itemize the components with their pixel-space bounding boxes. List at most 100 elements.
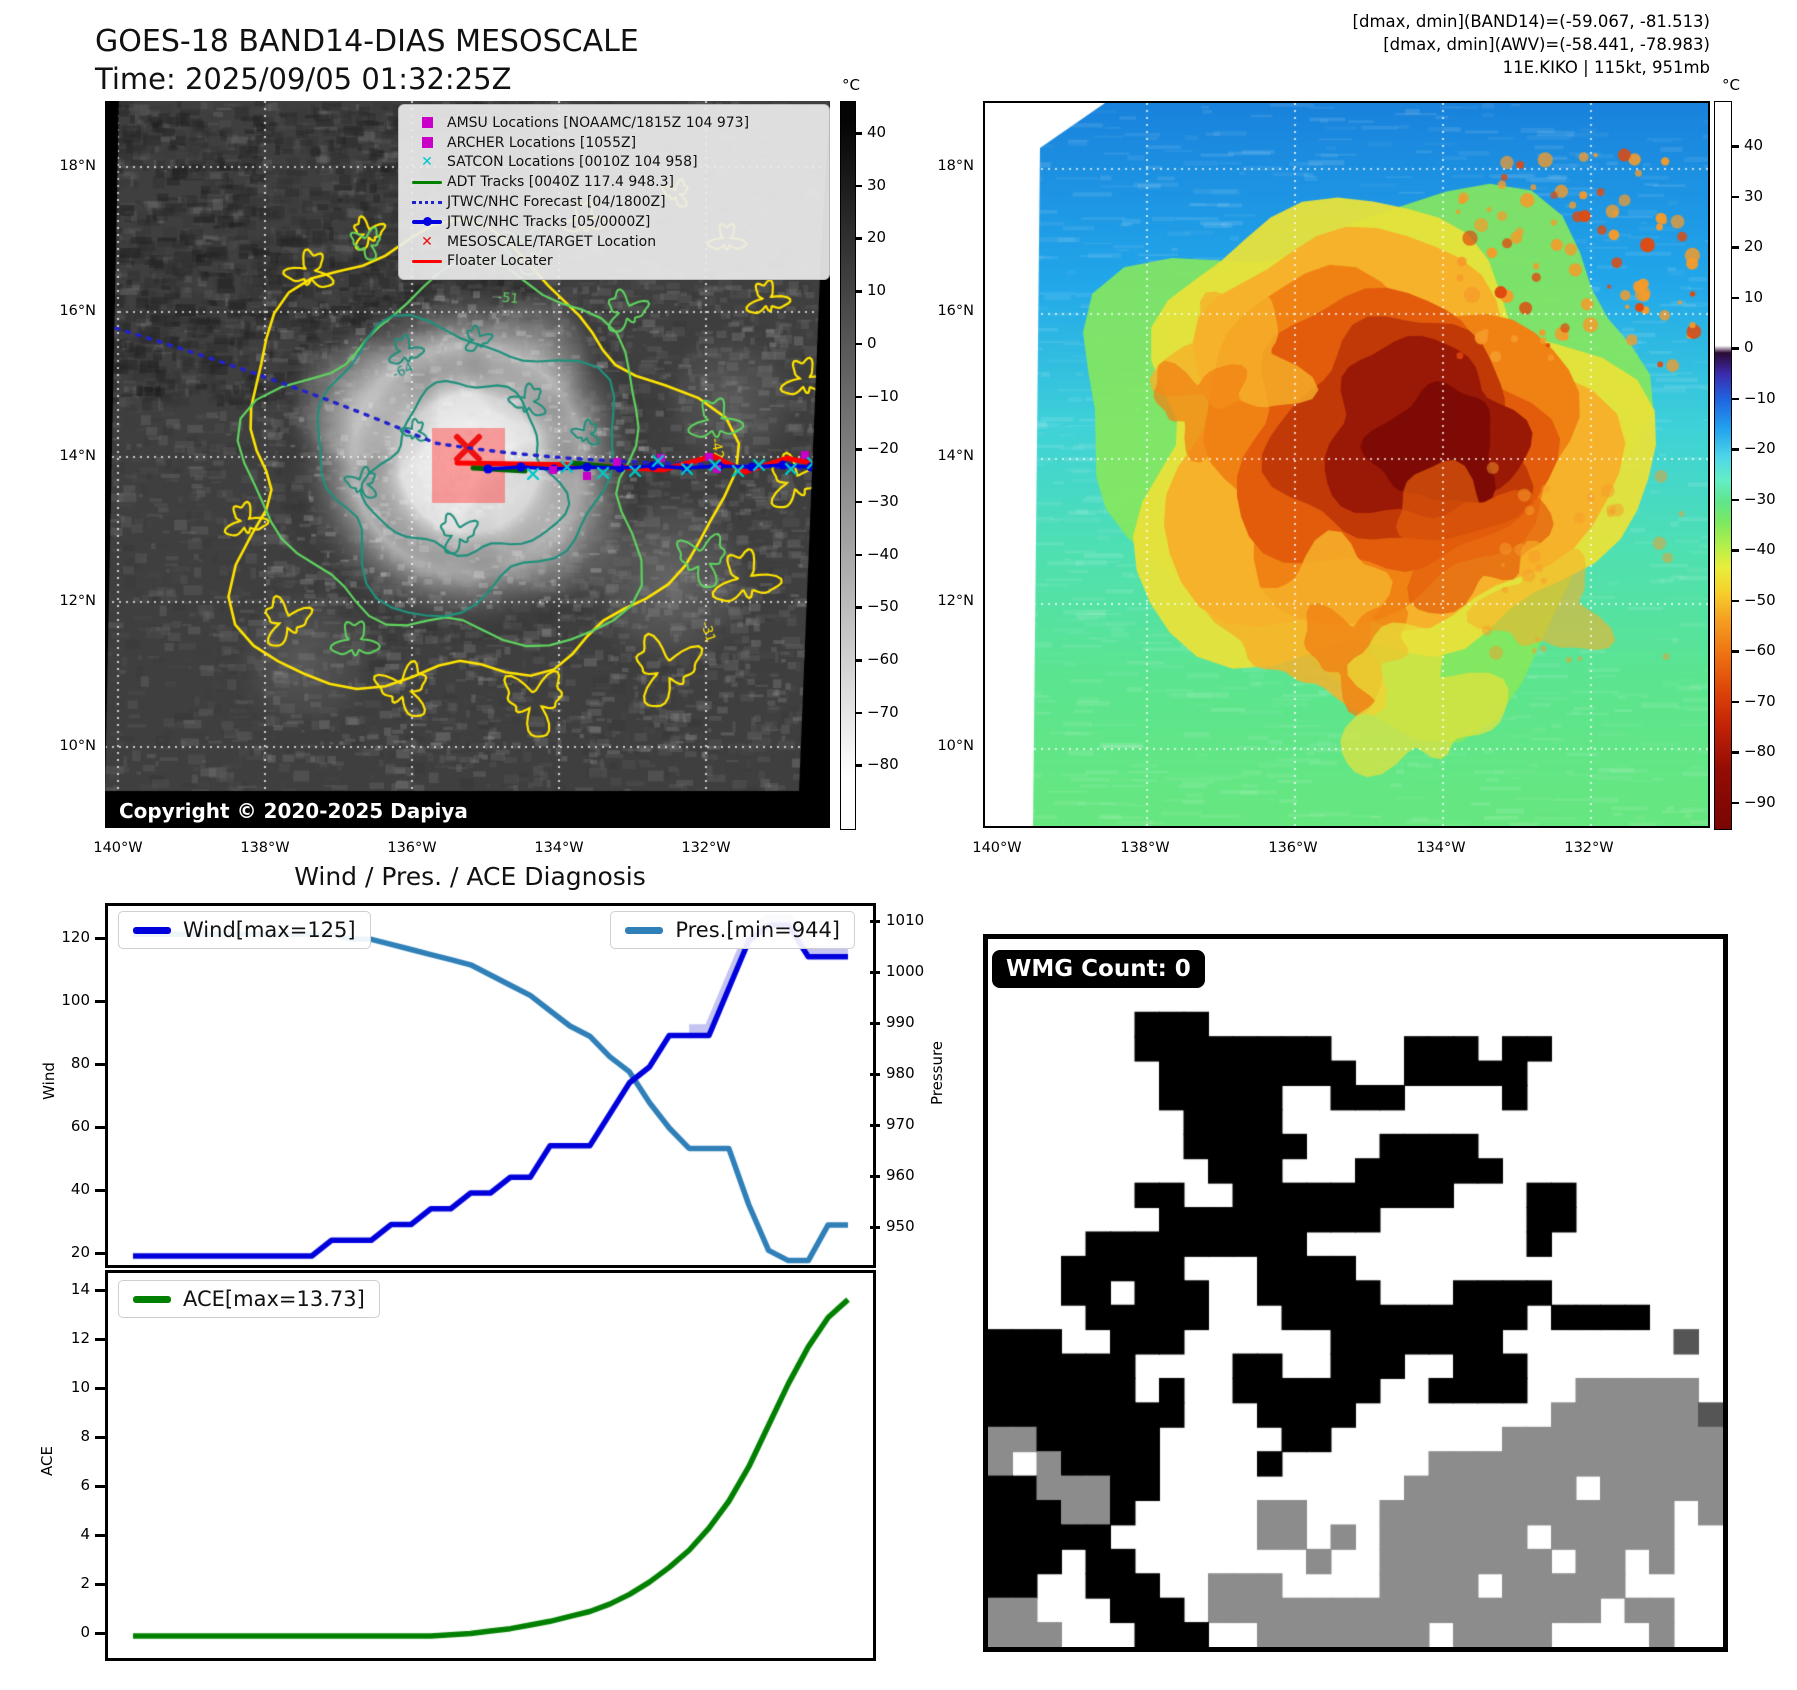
legend-row: AMSU Locations [NOAAMC/1815Z 104 973]	[407, 113, 823, 133]
pressure-tickmark	[870, 919, 880, 923]
pressure-ticklabel: 980	[886, 1064, 915, 1082]
awv-colorbar-tickmark	[1732, 296, 1739, 299]
ace-tickmark	[95, 1533, 105, 1537]
legend-label: MESOSCALE/TARGET Location	[447, 233, 657, 250]
pressure-tickmark	[870, 1225, 880, 1229]
wmg-count-badge: WMG Count: 0	[992, 950, 1205, 988]
band14-colorbar-ticklabel: 0	[867, 333, 877, 352]
legend-label: AMSU Locations [NOAAMC/1815Z 104 973]	[447, 114, 750, 131]
square-marker-icon	[407, 117, 447, 129]
colorbar-unit-left: °C	[842, 76, 860, 94]
awv-colorbar-tickmark	[1732, 195, 1739, 198]
wind-tickmark	[95, 1062, 105, 1066]
legend-row: ✕ MESOSCALE/TARGET Location	[407, 232, 823, 252]
awv-colorbar-tickmark	[1732, 246, 1739, 249]
awv-colorbar-ticklabel: −10	[1744, 388, 1776, 407]
awv-colorbar-tickmark	[1732, 650, 1739, 653]
awv-colorbar-ticklabel: −90	[1744, 792, 1776, 811]
dotted-marker-icon	[407, 200, 447, 204]
band14-colorbar-ticklabel: −20	[867, 439, 899, 458]
band14-colorbar	[840, 101, 856, 830]
ace-ticklabel: 10	[70, 1378, 90, 1396]
ace-legend-label: ACE[max=13.73]	[183, 1287, 365, 1311]
band14-title: GOES-18 BAND14-DIAS MESOSCALE	[95, 24, 639, 59]
wind-tickmark	[95, 936, 105, 940]
wind-ticklabel: 20	[70, 1243, 90, 1261]
wmg-panel	[983, 934, 1728, 1652]
ace-tickmark	[95, 1435, 105, 1439]
band14-lon-tick: 136°W	[387, 840, 437, 856]
wind-legend: Wind[max=125]	[118, 911, 371, 949]
band14-colorbar-tickmark	[855, 553, 862, 557]
pressure-legend-label: Pres.[min=944]	[675, 918, 840, 942]
map-legend: AMSU Locations [NOAAMC/1815Z 104 973] ARC…	[398, 104, 830, 281]
band14-colorbar-tickmark	[855, 237, 862, 240]
ace-ticklabel: 12	[70, 1329, 90, 1347]
awv-colorbar-tickmark	[1732, 397, 1739, 400]
line-marker-icon	[407, 259, 447, 264]
awv-lat-tick: 18°N	[937, 158, 974, 174]
awv-lat-tick: 12°N	[937, 593, 974, 609]
band14-colorbar-tickmark	[855, 395, 862, 398]
awv-colorbar-ticklabel: 30	[1744, 186, 1764, 205]
awv-colorbar-tickmark	[1732, 448, 1739, 451]
band14-colorbar-tickmark	[855, 711, 862, 715]
awv-colorbar-ticklabel: −40	[1744, 540, 1776, 558]
band14-colorbar-tickmark	[855, 659, 862, 662]
annotation-storm-id: 11E.KIKO | 115kt, 951mb	[1502, 58, 1710, 77]
colorbar-unit-right: °C	[1722, 76, 1740, 94]
awv-lon-tick: 136°W	[1268, 840, 1318, 856]
legend-label: ADT Tracks [0040Z 117.4 948.3]	[447, 174, 674, 191]
pressure-ticklabel: 1000	[886, 962, 925, 980]
wind-tickmark	[95, 1188, 105, 1192]
awv-colorbar-tickmark	[1732, 599, 1739, 602]
band14-colorbar-ticklabel: 40	[867, 123, 887, 141]
legend-row: ARCHER Locations [1055Z]	[407, 133, 823, 153]
band14-colorbar-ticklabel: −60	[867, 650, 899, 668]
ace-ticklabel: 2	[80, 1574, 90, 1592]
band14-colorbar-ticklabel: 30	[867, 175, 887, 194]
band14-colorbar-ticklabel: −30	[867, 491, 899, 510]
wind-line-swatch	[133, 926, 171, 934]
ace-tickmark	[95, 1288, 105, 1292]
awv-colorbar-ticklabel: −70	[1744, 691, 1776, 710]
awv-colorbar-tickmark	[1732, 145, 1739, 148]
band14-colorbar-tickmark	[855, 132, 862, 135]
awv-lon-tick: 134°W	[1416, 840, 1466, 856]
pressure-ticklabel: 950	[886, 1217, 915, 1235]
wind-ticklabel: 100	[61, 991, 90, 1009]
legend-label: JTWC/NHC Forecast [04/1800Z]	[447, 194, 666, 211]
band14-colorbar-ticklabel: −40	[867, 544, 899, 563]
legend-label: JTWC/NHC Tracks [05/0000Z]	[447, 213, 651, 230]
band14-time-label: Time: 2025/09/05 01:32:25Z	[95, 62, 512, 96]
pressure-axis-label: Pressure	[928, 1040, 947, 1106]
awv-colorbar-ticklabel: −50	[1744, 590, 1776, 609]
wind-legend-label: Wind[max=125]	[183, 918, 356, 942]
awv-satellite-map	[983, 101, 1710, 828]
wmg-grid-canvas	[988, 939, 1723, 1647]
awv-lat-tick: 14°N	[937, 448, 974, 464]
pressure-tickmark	[870, 1021, 880, 1025]
square-marker-icon	[407, 137, 447, 149]
awv-colorbar-ticklabel: 40	[1744, 136, 1764, 154]
wind-tickmark	[95, 1125, 105, 1129]
wind-tickmark	[95, 999, 105, 1003]
band14-lat-tick: 12°N	[59, 593, 96, 609]
band14-lon-tick: 134°W	[534, 840, 584, 856]
line-marker-icon	[407, 180, 447, 185]
band14-colorbar-tickmark	[855, 448, 862, 451]
wind-ticklabel: 120	[61, 928, 90, 946]
awv-colorbar-tickmark	[1732, 751, 1739, 754]
band14-lat-tick: 16°N	[59, 303, 96, 319]
awv-lat-tick: 16°N	[937, 303, 974, 319]
legend-label: SATCON Locations [0010Z 104 958]	[447, 154, 698, 171]
ace-ticklabel: 0	[80, 1623, 90, 1641]
copyright-label: Copyright © 2020-2025 Dapiya	[109, 795, 478, 827]
band14-colorbar-ticklabel: −50	[867, 597, 899, 616]
awv-colorbar-tickmark	[1732, 498, 1739, 501]
band14-colorbar-ticklabel: −10	[867, 386, 899, 405]
band14-colorbar-ticklabel: −70	[867, 702, 899, 721]
awv-colorbar-tickmark	[1732, 549, 1739, 552]
awv-colorbar-tickmark	[1732, 700, 1739, 703]
